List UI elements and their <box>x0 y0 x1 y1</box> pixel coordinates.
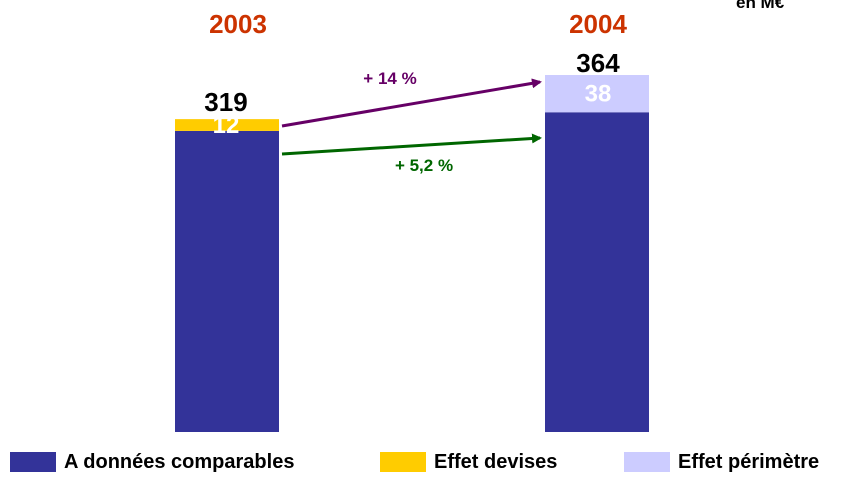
legend-swatch-comparable <box>10 452 56 472</box>
legend-item-comparable: A données comparables <box>10 444 294 480</box>
organic-growth-arrow <box>281 133 542 156</box>
bar-comparable-2003 <box>175 130 279 432</box>
bar-comparable-2004 <box>545 112 649 433</box>
category-label-2004: 2004 <box>569 9 627 39</box>
bars-group <box>175 75 649 433</box>
bar-devises-2003 <box>175 119 279 131</box>
total-growth-label: + 14 % <box>363 69 416 88</box>
segment-label-perimetre: 38 <box>585 81 612 108</box>
organic-growth-label: + 5,2 % <box>395 156 453 175</box>
segment-label-devises: 12 <box>213 112 240 139</box>
legend-label-devises: Effet devises <box>434 450 558 473</box>
legend-item-perimetre: Effet périmètre <box>624 444 819 480</box>
category-label-2003: 2003 <box>209 9 267 39</box>
legend-label-comparable: A données comparables <box>64 450 295 473</box>
legend-swatch-perimetre <box>624 452 670 472</box>
legend: A données comparables Effet devises Effe… <box>0 444 844 480</box>
legend-label-perimetre: Effet périmètre <box>678 450 820 473</box>
bar-perimetre-2004 <box>545 75 649 113</box>
unit-label: en M€ <box>736 0 785 12</box>
total-label-2003: 319 <box>204 87 247 117</box>
total-growth-arrow <box>281 78 542 128</box>
total-label-2004: 364 <box>576 48 620 78</box>
legend-swatch-devises <box>380 452 426 472</box>
legend-item-devises: Effet devises <box>380 444 557 480</box>
